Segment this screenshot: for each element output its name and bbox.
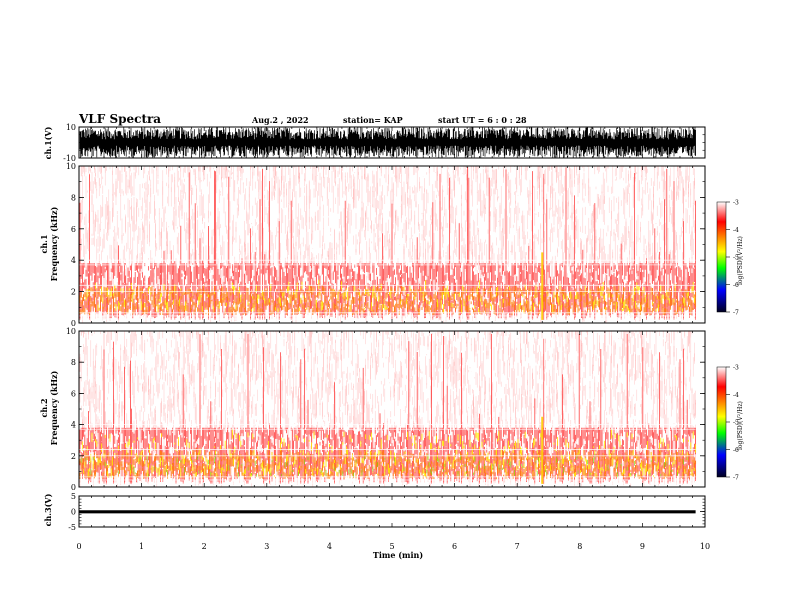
colorbar-ch2-tick-label: -6 (733, 447, 739, 454)
x-tick-label: 4 (327, 542, 332, 551)
ch1-spectrogram-ylabel-ch: ch.1 (39, 234, 49, 253)
colorbar-ch1-tick-label: -4 (733, 227, 739, 234)
ch2-spectrogram-green-band (80, 453, 688, 478)
ch1-spectrogram-ytick-label: 6 (71, 225, 76, 234)
x-tick-label: 7 (515, 542, 520, 551)
ch2-spectrogram-ytick-label: 10 (66, 327, 76, 336)
ch1-waveform-ytick-label: -10 (63, 154, 76, 163)
ch1-spectrogram-ytick-label: 4 (71, 256, 76, 265)
ch2-spectrogram-ytick-label: 8 (71, 358, 76, 367)
x-tick-label: 6 (452, 542, 457, 551)
colorbar-ch2-tick-label: -5 (733, 420, 739, 427)
x-tick-label: 8 (577, 542, 582, 551)
x-tick-label: 3 (264, 542, 269, 551)
ch1-spectrogram-yellow-band (85, 279, 695, 314)
ch3-waveform-ylabel: ch.3(V) (43, 493, 53, 526)
ch1-spectrogram-ytick-label: 10 (66, 162, 76, 171)
colorbar-ch2-label: log(PSD)(V²/Hz) (737, 401, 744, 450)
x-tick-label: 0 (76, 542, 81, 551)
ch3-waveform-panel: 5 0 -5 0 1 2 3 4 5 6 7 8 9 10 (68, 492, 710, 551)
ch2-spectrogram-ytick-label: 0 (71, 483, 76, 492)
ch3-waveform-ytick-label: -5 (68, 523, 76, 532)
x-tick-label: 5 (389, 542, 394, 551)
start-time-label: start UT = 6 : 0 : 28 (438, 115, 527, 125)
ch1-waveform-series (79, 127, 696, 158)
x-tick-label: 10 (700, 542, 710, 551)
ch1-spectrogram-ytick-label: 0 (71, 319, 76, 328)
colorbar-ch2-tick-label: -7 (733, 475, 739, 482)
colorbar-ch1-gradient (716, 201, 727, 313)
ch3-waveform-ytick-label: 5 (71, 492, 76, 501)
ch3-waveform-ytick-label: 0 (71, 508, 76, 517)
colorbar-ch1: -3 -4 -5 -6 -7 log(PSD)(V²/Hz) (716, 200, 744, 317)
ch1-waveform-ylabel: ch.1(V) (43, 126, 53, 159)
x-tick-label: 1 (139, 542, 144, 551)
ch1-waveform-ytick-label: 10 (66, 123, 76, 132)
colorbar-ch1-label: log(PSD)(V²/Hz) (737, 236, 744, 285)
colorbar-ch1-tick-label: -3 (733, 200, 739, 207)
ch2-spectrogram-panel: 0 2 4 6 8 10 (66, 327, 706, 492)
ch2-spectrogram-ytick-label: 2 (71, 452, 76, 461)
ch2-spectrogram-ylabel-freq: Frequency (kHz) (49, 370, 59, 445)
x-tick-label: 9 (640, 542, 645, 551)
ch1-waveform-panel: 10 -10 (63, 123, 706, 163)
date-label: Aug.2 , 2022 (251, 115, 309, 125)
ch2-spectrogram-ytick-label: 6 (71, 389, 76, 398)
colorbar-ch2-tick-label: -3 (733, 365, 739, 372)
ch1-spectrogram-ylabel-freq: Frequency (kHz) (49, 206, 59, 281)
ch3-waveform-series (79, 510, 696, 514)
colorbar-ch1-tick-label: -6 (733, 282, 739, 289)
ch2-spectrogram-ylabel-ch: ch.2 (39, 398, 49, 417)
station-label: station= KAP (343, 115, 403, 125)
colorbar-ch2: -3 -4 -5 -6 -7 log(PSD)(V²/Hz) (716, 365, 744, 482)
x-tick-label: 2 (202, 542, 207, 551)
figure-title: VLF Spectra (78, 112, 161, 126)
ch1-spectrogram-panel: 0 2 4 6 8 10 (66, 162, 706, 328)
x-axis-label: Time (min) (373, 550, 423, 560)
colorbar-ch1-tick-label: -7 (733, 310, 739, 317)
ch2-spectrogram-ytick-label: 4 (71, 421, 76, 430)
colorbar-ch1-tick-label: -5 (733, 255, 739, 262)
ch1-spectrogram-ytick-label: 8 (71, 193, 76, 202)
ch1-spectrogram-ytick-label: 2 (71, 288, 76, 297)
colorbar-ch2-tick-label: -4 (733, 392, 739, 399)
colorbar-ch2-gradient (716, 366, 727, 478)
